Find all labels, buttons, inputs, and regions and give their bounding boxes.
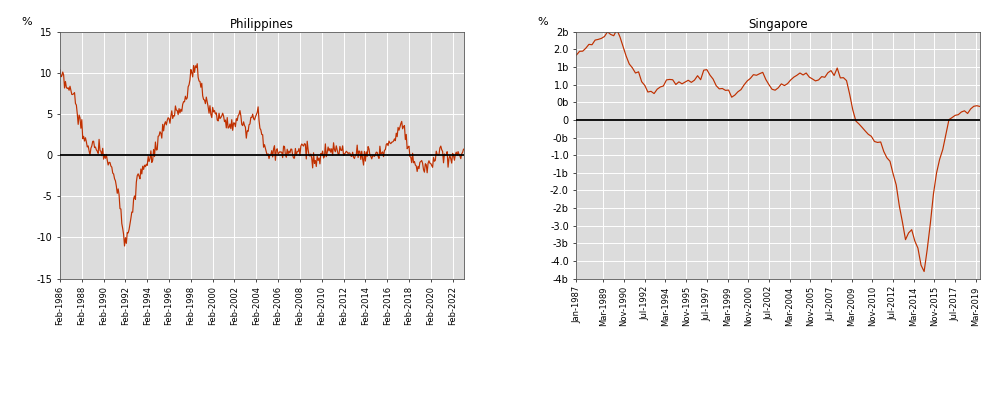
Title: Philippines: Philippines bbox=[230, 18, 294, 31]
Text: %: % bbox=[21, 17, 32, 27]
Text: %: % bbox=[538, 17, 548, 27]
Title: Singapore: Singapore bbox=[748, 18, 808, 31]
